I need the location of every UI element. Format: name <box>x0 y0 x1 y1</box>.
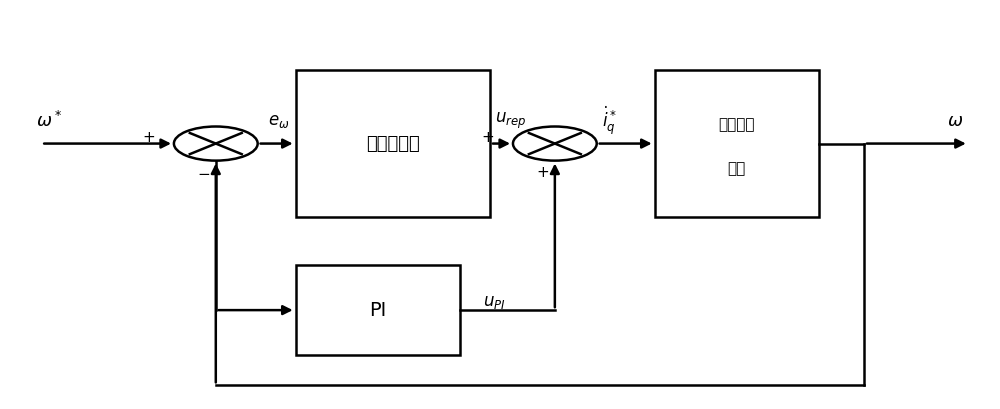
Text: 重复控制器: 重复控制器 <box>366 135 420 153</box>
Text: $\omega$: $\omega$ <box>947 112 964 130</box>
Text: 广义控制: 广义控制 <box>719 117 755 132</box>
Text: +: + <box>143 130 155 145</box>
Text: $u_{PI}$: $u_{PI}$ <box>483 293 506 311</box>
Text: +: + <box>537 165 549 180</box>
Text: 对象: 对象 <box>728 161 746 176</box>
Bar <box>296 265 460 355</box>
Text: +: + <box>482 130 494 145</box>
Text: $\omega^*$: $\omega^*$ <box>36 111 63 131</box>
Bar <box>655 70 819 217</box>
Text: $-$: $-$ <box>197 165 210 180</box>
Text: PI: PI <box>369 301 386 319</box>
Text: $e_{\omega}$: $e_{\omega}$ <box>268 112 289 130</box>
Bar <box>296 70 490 217</box>
Text: $u_{rep}$: $u_{rep}$ <box>495 111 526 131</box>
Text: $\dot{i}_q^*$: $\dot{i}_q^*$ <box>602 105 616 137</box>
